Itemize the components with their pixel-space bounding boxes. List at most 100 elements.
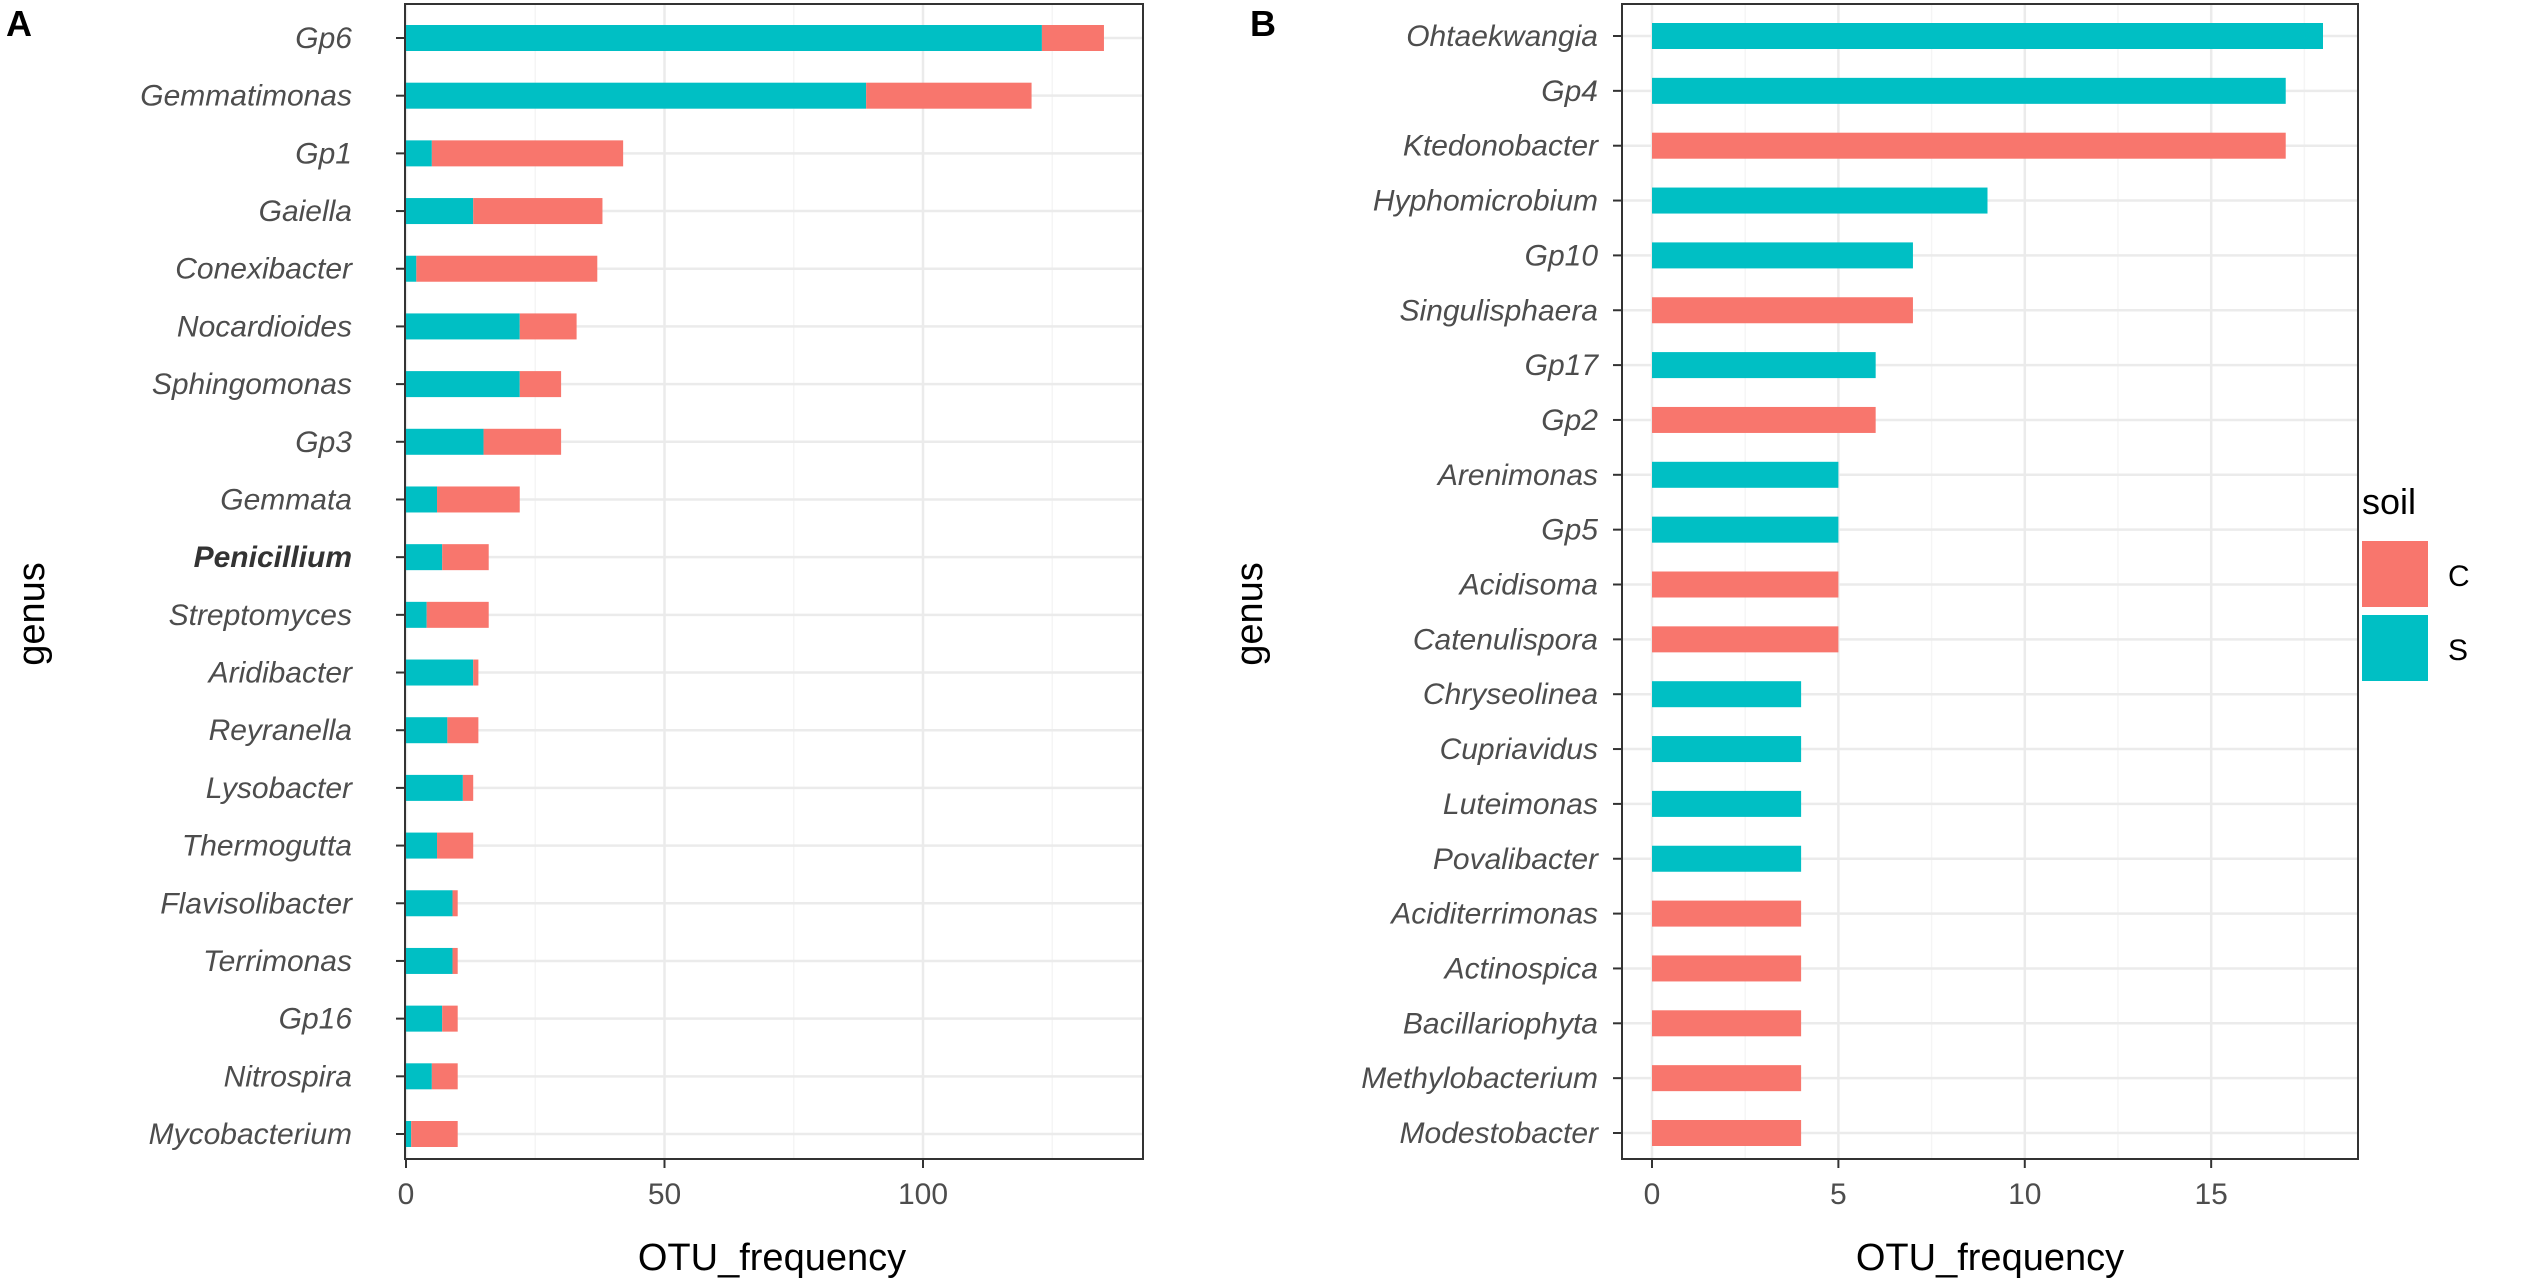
bar-b-hyphomicrobium-s [1652,187,1988,214]
x-tick-label-b-0: 0 [1644,1178,1661,1211]
bar-a-nitrospira-s [406,1063,432,1090]
y-tick-label-b-cupriavidus: Cupriavidus [1440,733,1598,766]
bar-a-gp16-s [406,1005,443,1032]
y-tick-label-a-streptomyces: Streptomyces [169,599,352,632]
bar-a-flavisolibacter-s [406,890,453,917]
y-tick-label-a-gemmatimonas: Gemmatimonas [140,80,352,113]
bar-a-nocardioides-c [519,313,577,340]
bar-a-thermogutta-s [406,832,438,859]
x-tick-label-a-50: 50 [648,1178,681,1211]
y-tick-label-b-acidisoma: Acidisoma [1458,569,1598,602]
bar-b-ohtaekwangia-s [1652,23,2323,49]
bar-b-modestobacter-c [1652,1120,1802,1146]
bar-b-methylobacterium-c [1652,1065,1802,1092]
x-tick-label-b-15: 15 [2194,1178,2227,1211]
bar-b-gp5-s [1652,516,1839,543]
bar-b-catenulispora-c [1652,626,1839,653]
y-tick-label-a-nocardioides: Nocardioides [177,310,352,343]
bar-a-gemmatimonas-s [406,82,867,109]
y-tick-label-b-modestobacter: Modestobacter [1400,1117,1599,1150]
bar-a-gaiella-c [473,198,603,225]
y-tick-label-b-singulisphaera: Singulisphaera [1400,294,1598,327]
bar-b-actinospica-c [1652,955,1802,982]
legend-label-c: C [2448,560,2470,593]
x-tick-label-b-10: 10 [2008,1178,2041,1211]
y-tick-label-a-nitrospira: Nitrospira [224,1060,352,1093]
y-tick-label-a-gp6: Gp6 [295,22,352,55]
bar-a-gemmatimonas-c [866,82,1032,109]
y-tick-label-a-gp3: Gp3 [295,426,352,459]
y-tick-label-b-gp17: Gp17 [1525,349,1600,382]
bar-b-luteimonas-s [1652,790,1802,817]
bar-a-gp1-c [431,140,624,167]
bar-a-nocardioides-s [406,313,520,340]
bar-a-aridibacter-s [406,659,474,686]
bar-b-arenimonas-s [1652,461,1839,488]
y-tick-label-a-gemmata: Gemmata [220,483,352,516]
bar-a-streptomyces-c [426,601,489,628]
bar-b-aciditerrimonas-c [1652,900,1802,927]
y-tick-label-b-gp4: Gp4 [1541,75,1598,108]
bar-a-mycobacterium-s [406,1121,412,1147]
bar-b-gp10-s [1652,242,1913,269]
y-tick-label-b-gp2: Gp2 [1541,404,1598,437]
bar-a-lysobacter-s [406,774,463,801]
x-tick-label-b-5: 5 [1830,1178,1847,1211]
bar-a-flavisolibacter-c [452,890,458,917]
panel-a-x-axis-title: OTU_frequency [638,1237,906,1279]
x-tick-label-a-100: 100 [898,1178,948,1211]
y-tick-label-b-povalibacter: Povalibacter [1433,843,1599,876]
panel-b-chart: B genus OTU_frequency Ohtaekwangia Gp4 Kte… [1229,3,2359,1279]
bar-b-ktedonobacter-c [1652,132,2286,159]
bar-a-gp3-s [406,428,484,455]
bar-a-lysobacter-c [462,774,474,801]
bar-a-gp6-c [1041,25,1104,51]
bar-b-gp2-c [1652,406,1876,433]
y-tick-label-a-conexibacter: Conexibacter [175,253,353,286]
panel-b-x-axis-title: OTU_frequency [1856,1237,2124,1279]
y-tick-label-a-gp1: Gp1 [295,137,352,170]
bar-a-thermogutta-c [437,832,474,859]
bar-a-aridibacter-c [473,659,479,686]
panel-b-plot-area [1621,3,2359,1160]
y-tick-label-b-catenulispora: Catenulispora [1413,623,1598,656]
y-tick-label-b-ktedonobacter: Ktedonobacter [1403,130,1599,163]
bar-b-cupriavidus-s [1652,736,1802,763]
bar-a-terrimonas-s [406,947,453,974]
bar-a-gemmata-s [406,486,438,513]
bar-a-sphingomonas-s [406,371,520,398]
y-tick-label-b-gp5: Gp5 [1541,514,1598,547]
bar-b-povalibacter-s [1652,845,1802,872]
y-tick-label-a-reyranella: Reyranella [209,714,352,747]
legend-title: soil [2362,481,2416,522]
y-tick-label-b-actinospica: Actinospica [1443,952,1598,985]
legend-key-c [2362,541,2428,607]
y-tick-label-a-aridibacter: Aridibacter [207,657,353,690]
y-tick-label-a-sphingomonas: Sphingomonas [152,368,352,401]
bar-b-chryseolinea-s [1652,681,1802,708]
bar-a-gp6-s [406,25,1042,51]
legend-key-s [2362,615,2428,681]
panel-a-border [404,3,1144,1160]
panel-a-chart: A genus OTU_frequency Gp6 Gemmatimonas Gp1… [6,3,1144,1279]
y-tick-label-b-aciditerrimonas: Aciditerrimonas [1389,898,1598,931]
y-tick-label-b-ohtaekwangia: Ohtaekwangia [1406,20,1598,53]
y-tick-label-b-chryseolinea: Chryseolinea [1423,678,1598,711]
y-tick-label-a-mycobacterium: Mycobacterium [149,1118,352,1151]
bar-a-nitrospira-c [431,1063,458,1090]
y-tick-label-b-bacillariophyta: Bacillariophyta [1403,1007,1598,1040]
panel-a-letter: A [6,3,32,44]
legend: soil C S [2362,481,2470,681]
legend-label-s: S [2448,634,2468,667]
y-tick-label-b-luteimonas: Luteimonas [1443,788,1598,821]
bar-a-penicillium-c [442,544,489,571]
bar-a-gp3-c [483,428,562,455]
bar-a-mycobacterium-c [411,1121,458,1147]
y-tick-label-b-arenimonas: Arenimonas [1436,459,1598,492]
y-tick-label-b-gp10: Gp10 [1525,239,1599,272]
y-tick-label-a-gp16: Gp16 [279,1003,353,1036]
panel-a-background [405,4,1143,1159]
y-tick-label-a-gaiella: Gaiella [259,195,352,228]
bar-b-acidisoma-c [1652,571,1839,598]
